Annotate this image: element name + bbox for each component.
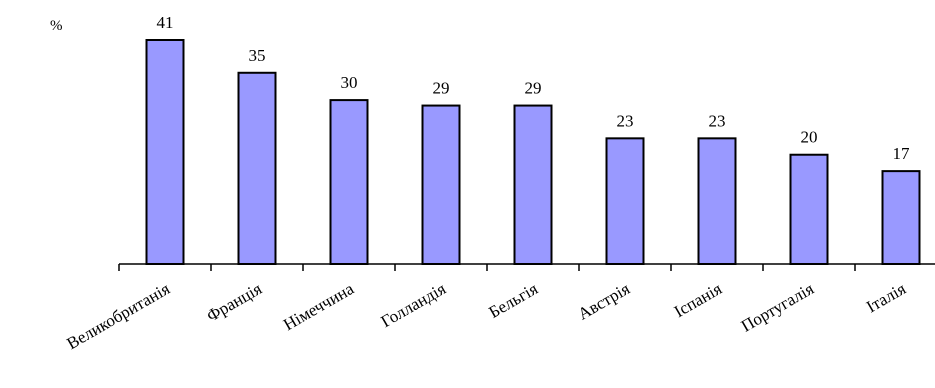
bars-group — [145, 39, 921, 265]
bar — [881, 170, 921, 265]
labels-group: 41 35 30 29 29 23 23 20 17 — [157, 13, 911, 163]
category-label: Бельгія — [486, 279, 542, 322]
data-label: 41 — [157, 13, 174, 32]
bar — [513, 104, 553, 265]
category-label: Голландія — [378, 279, 450, 331]
bar — [789, 153, 829, 265]
category-label: Німеччина — [280, 279, 357, 335]
category-label: Великобританія — [64, 279, 174, 353]
data-label: 29 — [525, 79, 542, 98]
ticks-group — [118, 264, 856, 271]
category-label: Італія — [863, 279, 909, 317]
data-label: 30 — [341, 73, 358, 92]
category-label: Португалія — [738, 279, 817, 336]
bar — [697, 137, 737, 265]
bar — [145, 39, 185, 265]
bar — [237, 71, 277, 265]
data-label: 35 — [249, 46, 266, 65]
data-label: 23 — [709, 111, 726, 130]
category-label: Франція — [203, 279, 265, 326]
bar — [329, 99, 369, 265]
data-label: 29 — [433, 79, 450, 98]
y-unit-label: % — [50, 18, 63, 34]
category-label: Іспанія — [671, 279, 725, 321]
bar — [421, 104, 461, 265]
category-labels-group: Великобританія Франція Німеччина Голландія Б… — [64, 279, 910, 353]
category-label: Австрія — [575, 279, 634, 324]
data-label: 23 — [617, 111, 634, 130]
data-label: 20 — [801, 128, 818, 147]
bar — [605, 137, 645, 265]
data-label: 17 — [893, 144, 911, 163]
